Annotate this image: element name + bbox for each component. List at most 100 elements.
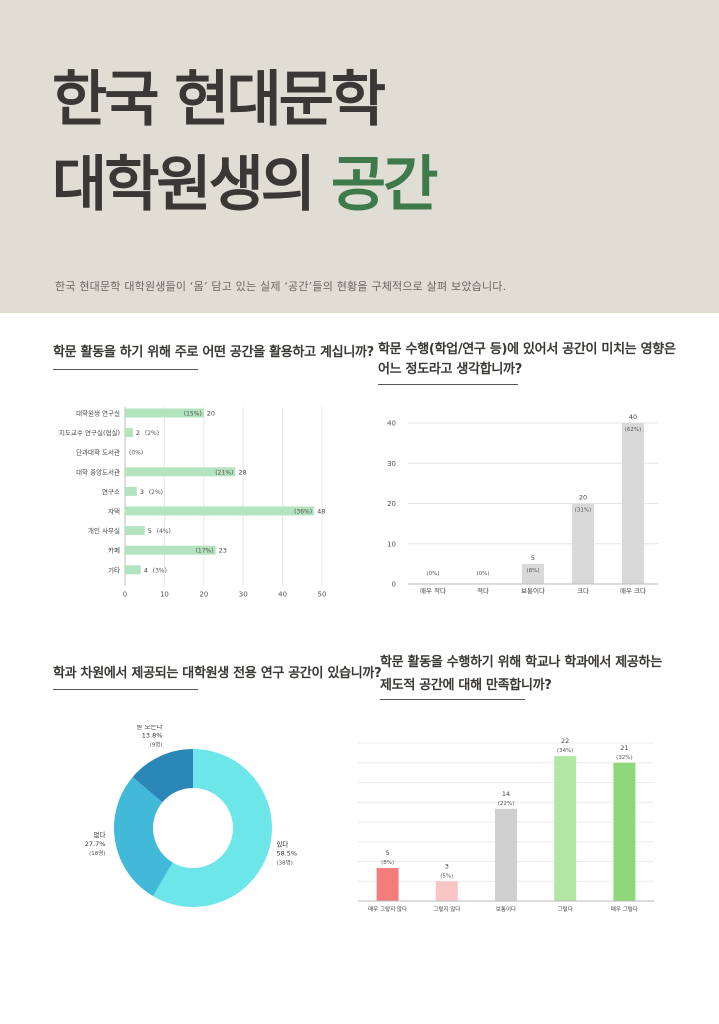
category-label: 카페: [108, 546, 120, 555]
usage-space-bar-chart: 0 10 20 30 40 50 대학원생 연구실 (15%) 20 지도교수 연구실(협실) 2 (…: [59, 407, 327, 599]
bar: [125, 428, 133, 438]
value-label: 28: [238, 468, 246, 476]
x-tick-label: 50: [318, 591, 327, 599]
donut-slice: [114, 777, 173, 897]
value-label: 3: [445, 862, 449, 870]
space-influence-bar-chart: 0 10 20 30 40 (0%) 매우 적다 (0%) 적다 5 (8%) 보통이다 20 (31%)…: [387, 413, 658, 595]
category-label: 매우 그렇다: [611, 905, 638, 913]
bar: [125, 486, 137, 496]
category-label: 대학 중앙도서관: [76, 467, 120, 476]
q2-title-line2: 어느 정도라고 생각합니까?: [378, 362, 522, 377]
pct-label: (8%): [381, 860, 394, 866]
q1-underline: [53, 369, 198, 370]
satisfaction-bar-chart: 5 (8%) 매우 그렇지 않다 3 (5%) 그렇지 않다 14 (22%) 보통이다 22 (3…: [358, 737, 654, 913]
q2-underline: [378, 384, 518, 385]
pct-label: (4%): [157, 528, 171, 535]
category-label: 적다: [477, 586, 489, 595]
bar: [522, 563, 544, 584]
q1-title: 학문 활동을 하기 위해 주로 어떤 공간을 활용하고 계십니까?: [53, 345, 374, 360]
q4-title-line2: 제도적 공간에 대해 만족합니까?: [380, 678, 552, 693]
y-tick-label: 10: [387, 540, 396, 548]
bar: [125, 506, 315, 516]
q2-title-line1: 학문 수행(학업/연구 등)에 있어서 공간이 미치는 영향은: [378, 342, 676, 357]
pct-label: (22%): [498, 801, 515, 807]
slice-label: 없다: [93, 830, 105, 839]
pct-label: (0%): [476, 571, 489, 577]
category-label: 보통이다: [496, 905, 516, 913]
x-tick-label: 40: [278, 591, 287, 599]
x-tick-label: 10: [160, 591, 169, 599]
slice-label: 잘 모른다: [136, 725, 162, 730]
slice-percent: 13.8%: [142, 731, 163, 739]
bar: [125, 565, 141, 575]
pct-label: (0%): [426, 571, 439, 577]
slice-percent: 58.5%: [276, 850, 297, 858]
page-title-line1: 한국 현대문학: [52, 65, 386, 135]
category-label: 대학원생 연구실: [76, 409, 120, 418]
value-label: 48: [317, 508, 325, 516]
value-label: 5: [531, 554, 535, 562]
value-label: 5: [148, 527, 152, 535]
value-label: 20: [207, 410, 215, 418]
pct-label: (5%): [440, 873, 453, 879]
slice-percent: 27.7%: [85, 840, 106, 848]
category-label: 그렇다: [558, 905, 573, 913]
category-label: 보통이다: [521, 586, 545, 595]
bar: [376, 868, 399, 901]
pct-label: (32%): [616, 755, 633, 761]
bar: [495, 808, 517, 901]
title-prefix: 대학원생의: [52, 150, 331, 220]
bar: [125, 526, 145, 536]
pct-label: (34%): [557, 748, 574, 754]
bar: [125, 408, 204, 418]
pct-label: (2%): [149, 489, 163, 496]
pct-label: (2%): [145, 430, 159, 437]
pct-label: (3%): [153, 567, 167, 574]
category-label: 그렇지 않다: [433, 905, 460, 913]
value-label: 40: [629, 413, 637, 421]
value-label: 23: [219, 547, 227, 555]
bar: [125, 545, 216, 555]
pct-label: (0%): [129, 450, 143, 457]
category-label: 매우 크다: [620, 586, 646, 595]
q3-underline: [53, 689, 198, 690]
page-subtitle: 한국 현대문학 대학원생들이 ‘몸’ 담고 있는 실제 ‘공간’들의 현황을 구…: [55, 280, 507, 293]
value-label: 14: [502, 790, 510, 798]
y-tick-label: 30: [387, 460, 396, 468]
category-label: 지도교수 연구실(협실): [59, 428, 120, 437]
bar: [435, 881, 458, 901]
bar: [125, 467, 236, 477]
value-label: 20: [579, 494, 587, 502]
category-label: 단과대학 도서관: [76, 448, 120, 457]
donut-slice: [152, 749, 272, 907]
pct-label: (31%): [575, 508, 592, 514]
x-tick-label: 20: [199, 591, 208, 599]
slice-label: 있다: [276, 840, 288, 849]
x-tick-label: 30: [239, 591, 248, 599]
pct-label: (17%): [196, 548, 214, 555]
slice-count: (38명): [276, 860, 292, 867]
bar: [572, 503, 594, 584]
bar: [622, 423, 644, 584]
q3-title: 학과 차원에서 제공되는 대학원생 전용 연구 공간이 있습니까?: [53, 666, 382, 681]
slice-count: (18명): [89, 850, 105, 857]
value-label: 21: [620, 744, 628, 752]
value-label: 5: [386, 849, 390, 857]
category-label: 기타: [108, 565, 120, 574]
y-tick-label: 0: [392, 581, 396, 589]
donut-slice: [132, 749, 193, 803]
title-accent: 공간: [330, 150, 438, 220]
category-label: 매우 그렇지 않다: [368, 905, 407, 913]
x-tick-label: 0: [123, 591, 127, 599]
value-label: 3: [140, 488, 144, 496]
bar: [613, 762, 636, 901]
pct-label: (36%): [294, 509, 312, 516]
category-label: 연구소: [102, 488, 120, 496]
pct-label: (8%): [526, 568, 539, 574]
bar: [554, 756, 577, 901]
slice-count: (9명): [150, 741, 163, 748]
q4-underline: [380, 699, 525, 700]
q4-title-line1: 학문 활동을 수행하기 위해 학교나 학과에서 제공하는: [380, 655, 662, 670]
y-tick-label: 20: [387, 500, 396, 508]
header-banner: 한국 현대문학 대학원생의 공간 한국 현대문학 대학원생들이 ‘몸’ 담고 있…: [0, 0, 719, 313]
